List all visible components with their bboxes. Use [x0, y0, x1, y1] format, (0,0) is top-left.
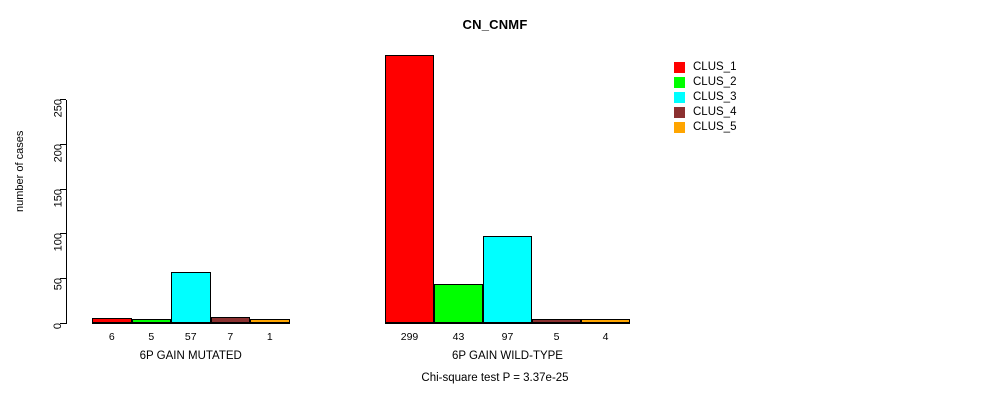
y-axis-tick-label-text: 250	[52, 99, 64, 118]
bar-value-label: 5	[148, 331, 155, 343]
legend-item-label: CLUS_1	[693, 61, 737, 73]
y-axis-line	[66, 100, 67, 324]
bar-value-label: 299	[400, 331, 419, 343]
group-baseline	[92, 323, 290, 324]
bar-clus_4[interactable]	[532, 318, 581, 323]
legend-item[interactable]: CLUS_3	[674, 90, 824, 105]
bar-clus_5[interactable]	[250, 319, 290, 323]
bar-value-label: 43	[452, 331, 465, 343]
y-axis-tick-label: 0	[52, 323, 64, 329]
group-label: 6P GAIN WILD-TYPE	[452, 350, 563, 362]
bar-clus_2[interactable]	[131, 318, 171, 323]
y-axis-tick-label: 50	[52, 278, 64, 290]
legend-item[interactable]: CLUS_1	[674, 60, 824, 75]
y-axis-tick-label: 200	[52, 144, 64, 162]
legend-item-label: CLUS_2	[693, 76, 737, 88]
bar-clus_5[interactable]	[581, 319, 630, 323]
group-footer: 299 43 97 5 4 6P GAIN WILD-TYPE	[385, 324, 630, 370]
group-label: 6P GAIN MUTATED	[139, 350, 242, 362]
legend-item-label: CLUS_5	[693, 121, 737, 133]
legend-item[interactable]: CLUS_4	[674, 105, 824, 120]
y-axis-tick-label-text: 150	[52, 188, 64, 207]
y-axis-tick	[60, 188, 66, 190]
legend-item[interactable]: CLUS_2	[674, 75, 824, 90]
bar-clus_2[interactable]	[434, 284, 483, 323]
bar-clus_3[interactable]	[171, 271, 211, 323]
bar-value-label: 57	[184, 331, 197, 343]
bar-clus_1[interactable]	[92, 317, 132, 323]
y-axis-tick-label-text: 0	[52, 323, 64, 330]
plot-area: 0 50 100 150 200 250 number of cases 6 5 57 7 1 6P…	[14, 52, 646, 362]
statistical-test-annotation: Chi-square test P = 3.37e-25	[421, 372, 569, 384]
y-axis-title: number of cases	[14, 130, 26, 212]
y-axis-tick-label-text: 50	[52, 278, 64, 291]
legend-swatch-icon	[674, 122, 685, 133]
y-axis-tick-label: 100	[52, 233, 64, 251]
legend-swatch-icon	[674, 77, 685, 88]
y-axis-tick-label: 250	[52, 99, 64, 117]
bar-clus_4[interactable]	[210, 316, 250, 323]
legend-swatch-icon	[674, 62, 685, 73]
y-axis-tick-label: 150	[52, 189, 64, 207]
bar-value-label: 1	[266, 331, 273, 343]
bars	[92, 52, 290, 323]
y-axis-tick	[60, 233, 66, 235]
y-axis-tick	[60, 99, 66, 100]
bar-value-label: 4	[602, 331, 609, 343]
group-baseline	[385, 323, 630, 324]
bar-clus_3[interactable]	[483, 236, 532, 323]
legend-item-label: CLUS_4	[693, 106, 737, 118]
bars	[385, 52, 630, 323]
bar-group: 299 43 97 5 4 6P GAIN WILD-TYPE	[385, 52, 630, 362]
chart-title: CN_CNMF	[462, 17, 528, 32]
legend-item-label: CLUS_3	[693, 91, 737, 103]
y-axis-tick	[60, 143, 66, 145]
legend: CLUS_1 CLUS_2 CLUS_3 CLUS_4 CLUS_5	[674, 60, 824, 135]
bar-value-label: 7	[227, 331, 234, 343]
bar-value-label: 6	[108, 331, 115, 343]
y-axis-tick	[60, 323, 66, 324]
y-axis-tick-label-text: 200	[52, 143, 64, 163]
y-axis-tick-label-text: 100	[52, 233, 64, 252]
bar-clus_1[interactable]	[385, 55, 434, 323]
bar-group: 6 5 57 7 1 6P GAIN MUTATED	[92, 52, 290, 362]
legend-swatch-icon	[674, 107, 685, 118]
group-footer: 6 5 57 7 1 6P GAIN MUTATED	[92, 324, 290, 370]
bar-value-label: 97	[501, 331, 514, 343]
y-axis-tick	[60, 278, 66, 280]
legend-item[interactable]: CLUS_5	[674, 120, 824, 135]
legend-swatch-icon	[674, 92, 685, 103]
bar-value-label: 5	[553, 331, 560, 343]
